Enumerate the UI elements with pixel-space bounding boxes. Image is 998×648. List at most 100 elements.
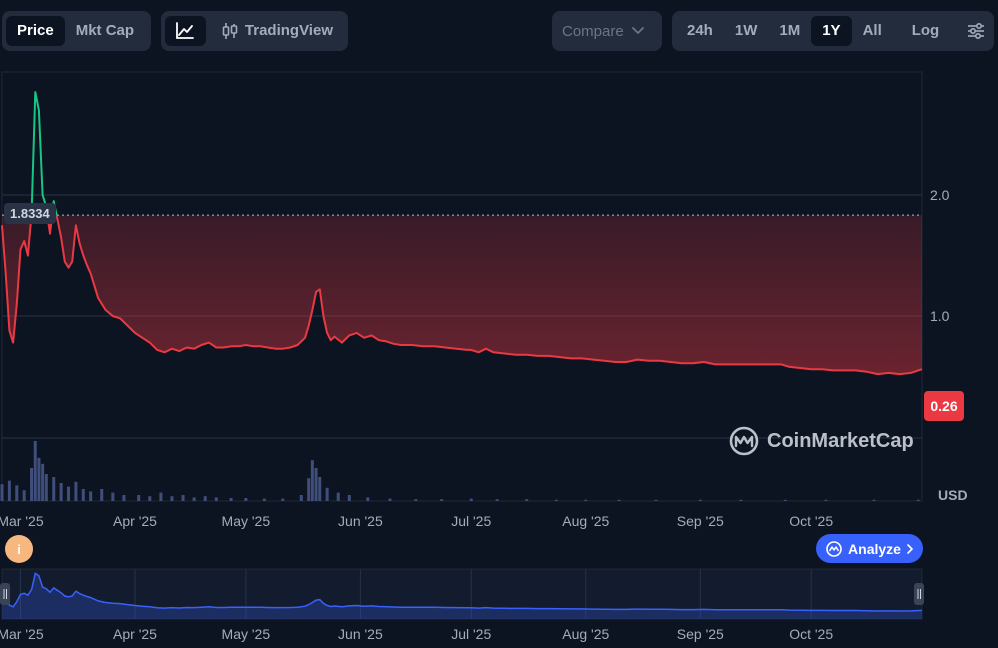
navigator-area — [2, 573, 922, 619]
range-all[interactable]: All — [862, 22, 882, 39]
navigator-panel[interactable] — [1, 568, 923, 620]
volume-bar — [617, 499, 621, 501]
navigator-x-tick-label: May '25 — [222, 626, 271, 642]
sliders-icon — [968, 23, 985, 39]
volume-bar — [244, 498, 248, 501]
volume-bar — [52, 477, 56, 501]
volume-bar — [59, 483, 63, 501]
volume-bar — [159, 492, 163, 501]
price-line-up — [30, 91, 58, 216]
volume-bar — [192, 497, 196, 501]
volume-bar — [30, 468, 34, 501]
volume-bar — [122, 495, 126, 501]
volume-bar — [148, 496, 152, 501]
navigator-x-tick-label: Jun '25 — [338, 626, 383, 642]
info-button[interactable]: i — [5, 535, 33, 563]
volume-bar — [347, 495, 351, 501]
x-tick-label: Aug '25 — [562, 513, 609, 529]
volume-bar — [872, 499, 876, 501]
range-1y[interactable]: 1Y — [811, 16, 852, 46]
chart-type-toggle: TradingView — [161, 11, 348, 51]
x-tick-label: Jun '25 — [338, 513, 383, 529]
navigator-handle-right[interactable] — [914, 583, 924, 605]
volume-bar — [654, 499, 658, 501]
chevron-right-icon — [907, 543, 914, 554]
price-area-fill — [2, 215, 922, 375]
watermark-text: CoinMarketCap — [767, 429, 914, 452]
compare-dropdown[interactable]: Compare — [552, 11, 662, 51]
volume-bar — [310, 460, 314, 501]
settings-button[interactable] — [958, 16, 994, 46]
volume-bar — [7, 480, 11, 501]
tradingview-label: TradingView — [244, 22, 333, 39]
volume-bar — [41, 463, 45, 501]
mktcap-tab[interactable]: Mkt Cap — [75, 22, 135, 39]
volume-bar — [22, 490, 26, 501]
volume-bar — [37, 457, 41, 501]
tradingview-button[interactable]: TradingView — [210, 16, 344, 46]
volume-bar — [100, 489, 104, 501]
volume-bar — [469, 498, 473, 501]
volume-bar — [783, 499, 787, 501]
volume-bar — [414, 499, 418, 501]
analyze-label: Analyze — [848, 540, 901, 557]
range-1m[interactable]: 1M — [779, 22, 801, 39]
navigator-handle-left[interactable] — [0, 583, 10, 605]
line-chart-button[interactable] — [165, 16, 206, 46]
line-chart-icon — [176, 22, 195, 39]
volume-bar — [170, 496, 174, 501]
coinmarketcap-watermark: CoinMarketCap — [729, 426, 914, 456]
drag-handle-icon[interactable] — [0, 583, 10, 605]
volume-bar — [74, 481, 78, 501]
volume-bar — [181, 495, 185, 501]
volume-bar — [307, 478, 311, 501]
info-icon: i — [17, 541, 21, 557]
volume-bar — [440, 499, 444, 501]
range-selector: 24h 1W 1M 1Y All Log — [672, 11, 994, 51]
volume-bar — [325, 487, 329, 501]
volume-bar — [314, 468, 318, 501]
volume-bar — [739, 499, 743, 501]
volume-bar — [388, 498, 392, 501]
volume-bar — [824, 499, 828, 501]
navigator-x-tick-label: Apr '25 — [113, 626, 157, 642]
chevron-down-icon — [631, 27, 644, 34]
navigator-line — [1, 572, 923, 612]
navigator-x-tick-label: Sep '25 — [677, 626, 724, 642]
y-tick-label: 1.0 — [930, 308, 950, 324]
volume-bar — [111, 492, 115, 501]
x-tick-label: May '25 — [222, 513, 271, 529]
price-line-down — [1, 215, 923, 376]
volume-bar — [15, 485, 19, 501]
price-tab[interactable]: Price — [6, 16, 65, 46]
volume-bar — [336, 492, 340, 501]
x-tick-label: Jul '25 — [451, 513, 491, 529]
volume-bar — [229, 498, 233, 501]
navigator-x-tick-label: Mar '25 — [0, 626, 44, 642]
volume-bar — [299, 495, 303, 501]
volume-bar — [554, 499, 558, 501]
price-type-toggle: Price Mkt Cap — [2, 11, 151, 51]
range-1w[interactable]: 1W — [734, 22, 758, 39]
volume-bar — [916, 499, 920, 501]
navigator-x-tick-label: Aug '25 — [562, 626, 609, 642]
analyze-button[interactable]: Analyze — [816, 534, 923, 563]
range-24h[interactable]: 24h — [687, 22, 713, 39]
volume-bar — [262, 498, 266, 501]
compare-label: Compare — [562, 22, 624, 40]
navigator-x-tick-label: Oct '25 — [789, 626, 833, 642]
current-price-label: 0.26 — [924, 390, 964, 421]
volume-bar — [89, 491, 93, 501]
log-scale-button[interactable]: Log — [911, 22, 940, 39]
ai-sparkle-icon — [826, 540, 842, 557]
volume-bar — [203, 496, 207, 501]
volume-bar — [584, 499, 588, 501]
x-tick-label: Sep '25 — [677, 513, 724, 529]
x-tick-label: Apr '25 — [113, 513, 157, 529]
currency-label: USD — [938, 487, 968, 503]
x-tick-label: Mar '25 — [0, 513, 44, 529]
volume-bar — [281, 498, 285, 501]
volume-bar — [318, 477, 322, 501]
drag-handle-icon[interactable] — [914, 583, 924, 605]
volume-bar — [44, 474, 48, 501]
